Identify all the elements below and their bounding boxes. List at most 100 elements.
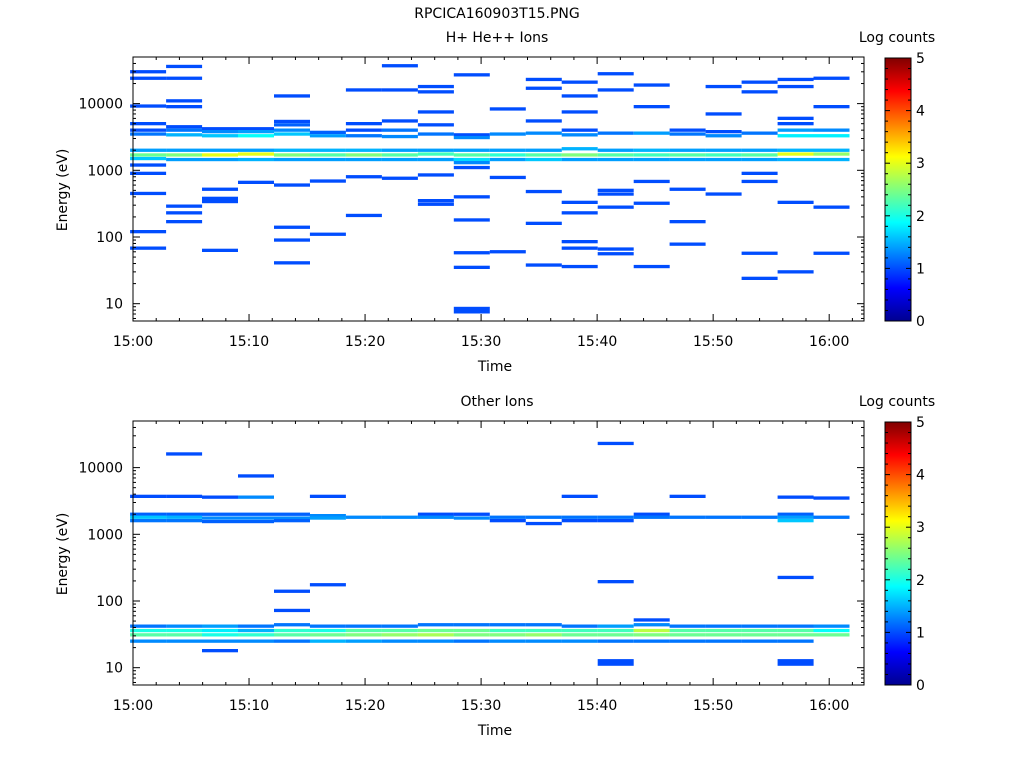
spectrogram-cell <box>489 107 526 111</box>
colorbar-tick-label: 1 <box>916 625 925 641</box>
spectrogram-cell <box>202 187 238 191</box>
spectrogram-cell <box>166 639 203 643</box>
spectrogram-cell <box>309 232 346 236</box>
spectrogram-cell <box>453 218 490 222</box>
spectrogram-cell <box>741 80 778 84</box>
spectrogram-cell <box>777 152 814 156</box>
spectrogram-cell <box>130 246 167 250</box>
spectrogram-cell <box>274 261 310 265</box>
colorbar-tick-label: 0 <box>916 314 925 330</box>
spectrogram-cell <box>525 131 562 135</box>
spectrogram-cell <box>525 86 562 90</box>
spectrogram-cell <box>166 452 203 456</box>
spectrogram-cell <box>777 134 814 138</box>
spectrogram-cell <box>381 128 418 132</box>
spectrogram-cell <box>777 633 814 637</box>
spectrogram-cell <box>166 125 203 129</box>
spectrogram-cell <box>202 248 238 252</box>
spectrogram-cell <box>777 639 814 643</box>
spectrogram-cell <box>381 157 418 162</box>
spectrogram-cell <box>633 633 670 637</box>
spectrogram-cell <box>669 639 706 643</box>
spectrogram-cell <box>597 153 634 157</box>
spectrogram-cell <box>561 628 598 633</box>
colorbar <box>884 421 912 686</box>
spectrogram-cell <box>633 639 670 643</box>
x-axis-label: Time <box>477 723 512 739</box>
spectrogram-cell <box>238 157 274 162</box>
spectrogram-cell <box>202 157 238 162</box>
x-tick-label: 15:10 <box>229 698 269 714</box>
spectrogram-cell <box>202 134 238 138</box>
spectrogram-cell <box>597 633 634 637</box>
spectrogram-cell <box>597 580 634 584</box>
spectrogram-cell <box>381 176 418 180</box>
spectrogram-cell <box>130 624 167 628</box>
spectrogram-cell <box>166 76 203 80</box>
spectrogram-cell <box>633 264 670 269</box>
spectrogram-cell <box>417 152 454 156</box>
spectrogram-cell <box>561 153 598 157</box>
spectrogram-cell <box>166 148 203 152</box>
spectrogram-cell <box>669 157 706 162</box>
spectrogram-cell <box>741 251 778 255</box>
spectrogram-cell <box>309 130 346 134</box>
spectrogram-cell <box>453 639 490 643</box>
spectrogram-cell <box>417 173 454 177</box>
spectrogram-cell <box>561 128 598 132</box>
spectrogram-cell <box>381 153 418 157</box>
spectrogram-cell <box>525 623 562 627</box>
spectrogram-cell <box>741 90 778 94</box>
spectrogram-cell <box>741 624 778 628</box>
spectrogram-cell <box>633 515 670 519</box>
spectrogram-cell <box>274 516 310 520</box>
spectrogram-cell <box>166 519 203 523</box>
spectrogram-cell <box>741 633 778 637</box>
colorbar <box>884 57 912 322</box>
spectrogram-cell <box>489 628 526 633</box>
spectrogram-cell <box>381 628 418 633</box>
spectrogram-cell <box>238 134 274 138</box>
spectrogram-cell <box>453 628 490 633</box>
spectrogram-cell <box>417 110 454 114</box>
spectrogram-cell <box>130 128 167 132</box>
colorbar-tick-label: 4 <box>916 468 925 484</box>
spectrogram-cell <box>561 515 598 519</box>
spectrogram-cell <box>813 496 850 500</box>
spectrogram-cell <box>669 515 706 519</box>
spectrogram-cell <box>777 77 814 82</box>
spectrogram-cell <box>274 238 310 242</box>
spectrogram-cell <box>274 589 310 593</box>
spectrogram-cell <box>345 633 382 637</box>
spectrogram-cell <box>417 148 454 152</box>
spectrogram-cell <box>633 105 670 109</box>
spectrogram-cell <box>813 76 850 80</box>
spectrogram-cell <box>274 623 310 627</box>
spectrogram-cell <box>777 512 814 516</box>
spectrogram-cell <box>417 157 454 162</box>
spectrogram-cell <box>417 512 454 516</box>
spectrogram-cell <box>669 153 706 157</box>
spectrogram-cell <box>381 624 418 628</box>
figure-title: RPCICA160903T15.PNG <box>414 6 579 22</box>
spectrogram-cell <box>633 623 670 627</box>
spectrogram-cell <box>309 583 346 587</box>
spectrogram-cell <box>597 192 634 196</box>
panel-other-ions: Other Ions 15:00 15:10 15:20 15:30 15:40 15:5… <box>55 394 935 739</box>
spectrogram-cell <box>669 494 706 498</box>
spectrogram-cell <box>633 157 670 162</box>
spectrogram-cell <box>741 153 778 157</box>
spectrogram-cell <box>274 128 310 132</box>
spectrogram-cell <box>166 624 203 628</box>
spectrogram-cell <box>417 123 454 127</box>
spectrogram-cell <box>525 639 562 643</box>
spectrogram-cell <box>633 628 670 633</box>
spectrogram-cell <box>813 251 850 255</box>
spectrogram-cell <box>381 119 418 123</box>
x-tick-label: 15:00 <box>113 698 153 714</box>
spectrogram-cell <box>274 183 310 187</box>
spectrogram-cell <box>633 153 670 157</box>
spectrogram-cell <box>238 495 274 499</box>
spectrogram-cell <box>633 83 670 87</box>
spectrogram-cell <box>777 157 814 162</box>
